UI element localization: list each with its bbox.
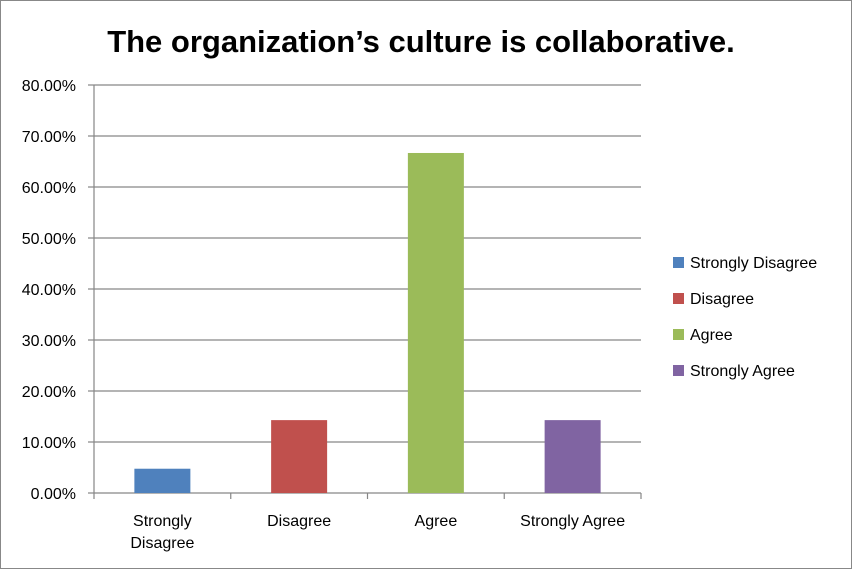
y-tick-label: 70.00% (22, 129, 76, 146)
legend-label: Strongly Agree (690, 363, 795, 380)
bar-agree (407, 152, 464, 493)
legend-label: Strongly Disagree (690, 255, 817, 272)
y-tick-label: 30.00% (22, 333, 76, 350)
y-tick-label: 50.00% (22, 231, 76, 248)
legend-label: Agree (690, 327, 733, 344)
legend-swatch (673, 365, 684, 376)
y-tick-label: 60.00% (22, 180, 76, 197)
y-tick-label: 80.00% (22, 78, 76, 95)
x-tick-labels: Strongly Disagree Disagree Agree Strongly Ag… (130, 513, 625, 552)
x-tick-label: Disagree (130, 535, 194, 552)
legend-label: Disagree (690, 291, 754, 308)
y-tick-label: 20.00% (22, 384, 76, 401)
legend: Strongly Disagree Disagree Agree Strongly A… (673, 255, 817, 380)
legend-swatch (673, 329, 684, 340)
bar-strongly-agree (544, 420, 601, 493)
bar-layer (134, 152, 601, 493)
x-tick-label: Disagree (267, 513, 331, 530)
x-tick-label: Agree (415, 513, 458, 530)
y-tick-label: 0.00% (31, 486, 76, 503)
y-tick-labels: 0.00% 10.00% 20.00% 30.00% 40.00% 50.00% 60.00… (22, 78, 76, 503)
bar-disagree (271, 420, 328, 493)
x-tick-label: Strongly (133, 513, 192, 530)
legend-swatch (673, 257, 684, 268)
y-tick-label: 10.00% (22, 435, 76, 452)
y-tick-label: 40.00% (22, 282, 76, 299)
x-tick-label: Strongly Agree (520, 513, 625, 530)
bar-strongly-disagree (134, 468, 191, 493)
grid-layer (94, 84, 641, 443)
chart-title: The organization’s culture is collaborat… (107, 24, 735, 59)
legend-swatch (673, 293, 684, 304)
